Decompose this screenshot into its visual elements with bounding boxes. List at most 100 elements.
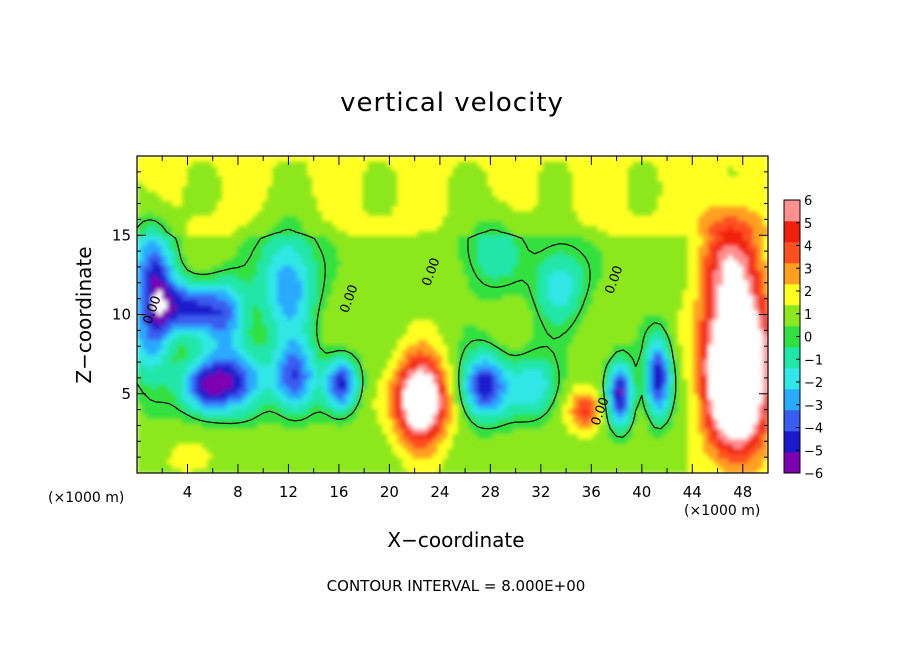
field-cell [357, 364, 363, 370]
field-cell [397, 260, 404, 266]
field-cell [407, 443, 414, 449]
field-cell [322, 309, 328, 316]
field-cell [512, 299, 519, 306]
field-cell [297, 329, 303, 335]
field-cell [517, 264, 524, 271]
field-cell [317, 373, 323, 380]
field-cell [417, 250, 424, 256]
field-cell [157, 294, 163, 301]
field-cell [237, 255, 243, 261]
field-cell [217, 235, 223, 241]
field-cell [297, 304, 303, 311]
field-cell [482, 393, 489, 400]
field-cell [372, 428, 378, 434]
field-cell [342, 413, 348, 420]
field-cell [227, 180, 233, 187]
field-cell [462, 349, 469, 355]
field-cell [307, 309, 313, 316]
field-cell [477, 160, 484, 167]
field-cell [492, 205, 499, 212]
field-cell [387, 240, 394, 246]
field-cell [492, 364, 499, 370]
field-cell [222, 284, 228, 291]
field-cell [312, 319, 318, 325]
field-cell [517, 349, 524, 355]
field-cell [252, 235, 258, 241]
field-cell [312, 408, 318, 415]
field-cell [472, 180, 479, 187]
field-cell [447, 418, 454, 425]
field-cell [162, 398, 168, 405]
field-cell [487, 453, 494, 459]
field-cell [322, 339, 328, 345]
field-cell [147, 408, 153, 415]
field-cell [222, 423, 228, 430]
field-cell [172, 423, 178, 430]
field-cell [337, 309, 343, 316]
field-cell [427, 185, 434, 192]
field-cell [407, 378, 414, 385]
field-cell [462, 324, 469, 330]
field-cell [282, 284, 288, 291]
field-cell [317, 383, 323, 390]
field-cell [397, 398, 404, 405]
field-cell [342, 240, 348, 246]
field-cell [422, 274, 429, 281]
field-cell [312, 260, 318, 266]
field-cell [332, 418, 338, 425]
field-cell [417, 215, 424, 221]
field-cell [212, 364, 218, 370]
field-cell [512, 225, 519, 231]
field-cell [487, 438, 494, 444]
field-cell [452, 453, 459, 459]
field-cell [262, 428, 268, 434]
field-cell [142, 220, 148, 226]
field-cell [462, 433, 469, 439]
field-cell [242, 423, 248, 430]
field-cell [297, 245, 303, 251]
field-cell [397, 463, 404, 469]
field-cell [257, 274, 263, 281]
field-cell [372, 274, 378, 281]
field-cell [487, 373, 494, 380]
field-cell [457, 334, 464, 340]
field-cell [372, 329, 378, 335]
field-cell [192, 269, 198, 276]
field-cell [507, 393, 514, 400]
field-cell [162, 309, 168, 316]
field-cell [332, 230, 338, 236]
field-cell [352, 468, 358, 473]
field-cell [207, 413, 213, 420]
field-cell [287, 458, 293, 464]
field-cell [377, 170, 383, 177]
field-cell [302, 215, 308, 221]
field-cell [432, 354, 439, 360]
field-cell [507, 185, 514, 192]
field-cell [247, 349, 253, 355]
field-cell [457, 294, 464, 301]
field-cell [227, 403, 233, 410]
field-cell [332, 225, 338, 231]
field-cell [462, 215, 469, 221]
field-cell [382, 195, 388, 202]
field-cell [257, 378, 263, 385]
field-cell [157, 200, 163, 207]
field-cell [442, 339, 449, 345]
field-cell [442, 373, 449, 380]
field-cell [392, 195, 399, 202]
field-cell [502, 378, 509, 385]
field-cell [257, 443, 263, 449]
field-cell [142, 463, 148, 469]
field-cell [337, 349, 343, 355]
field-cell [137, 334, 143, 340]
field-cell [302, 230, 308, 236]
field-cell [267, 230, 273, 236]
field-cell [387, 170, 394, 177]
field-cell [477, 220, 484, 226]
field-cell [392, 329, 399, 335]
field-cell [347, 200, 353, 207]
field-cell [182, 274, 188, 281]
field-cell [302, 245, 308, 251]
field-cell [252, 269, 258, 276]
field-cell [367, 329, 373, 335]
